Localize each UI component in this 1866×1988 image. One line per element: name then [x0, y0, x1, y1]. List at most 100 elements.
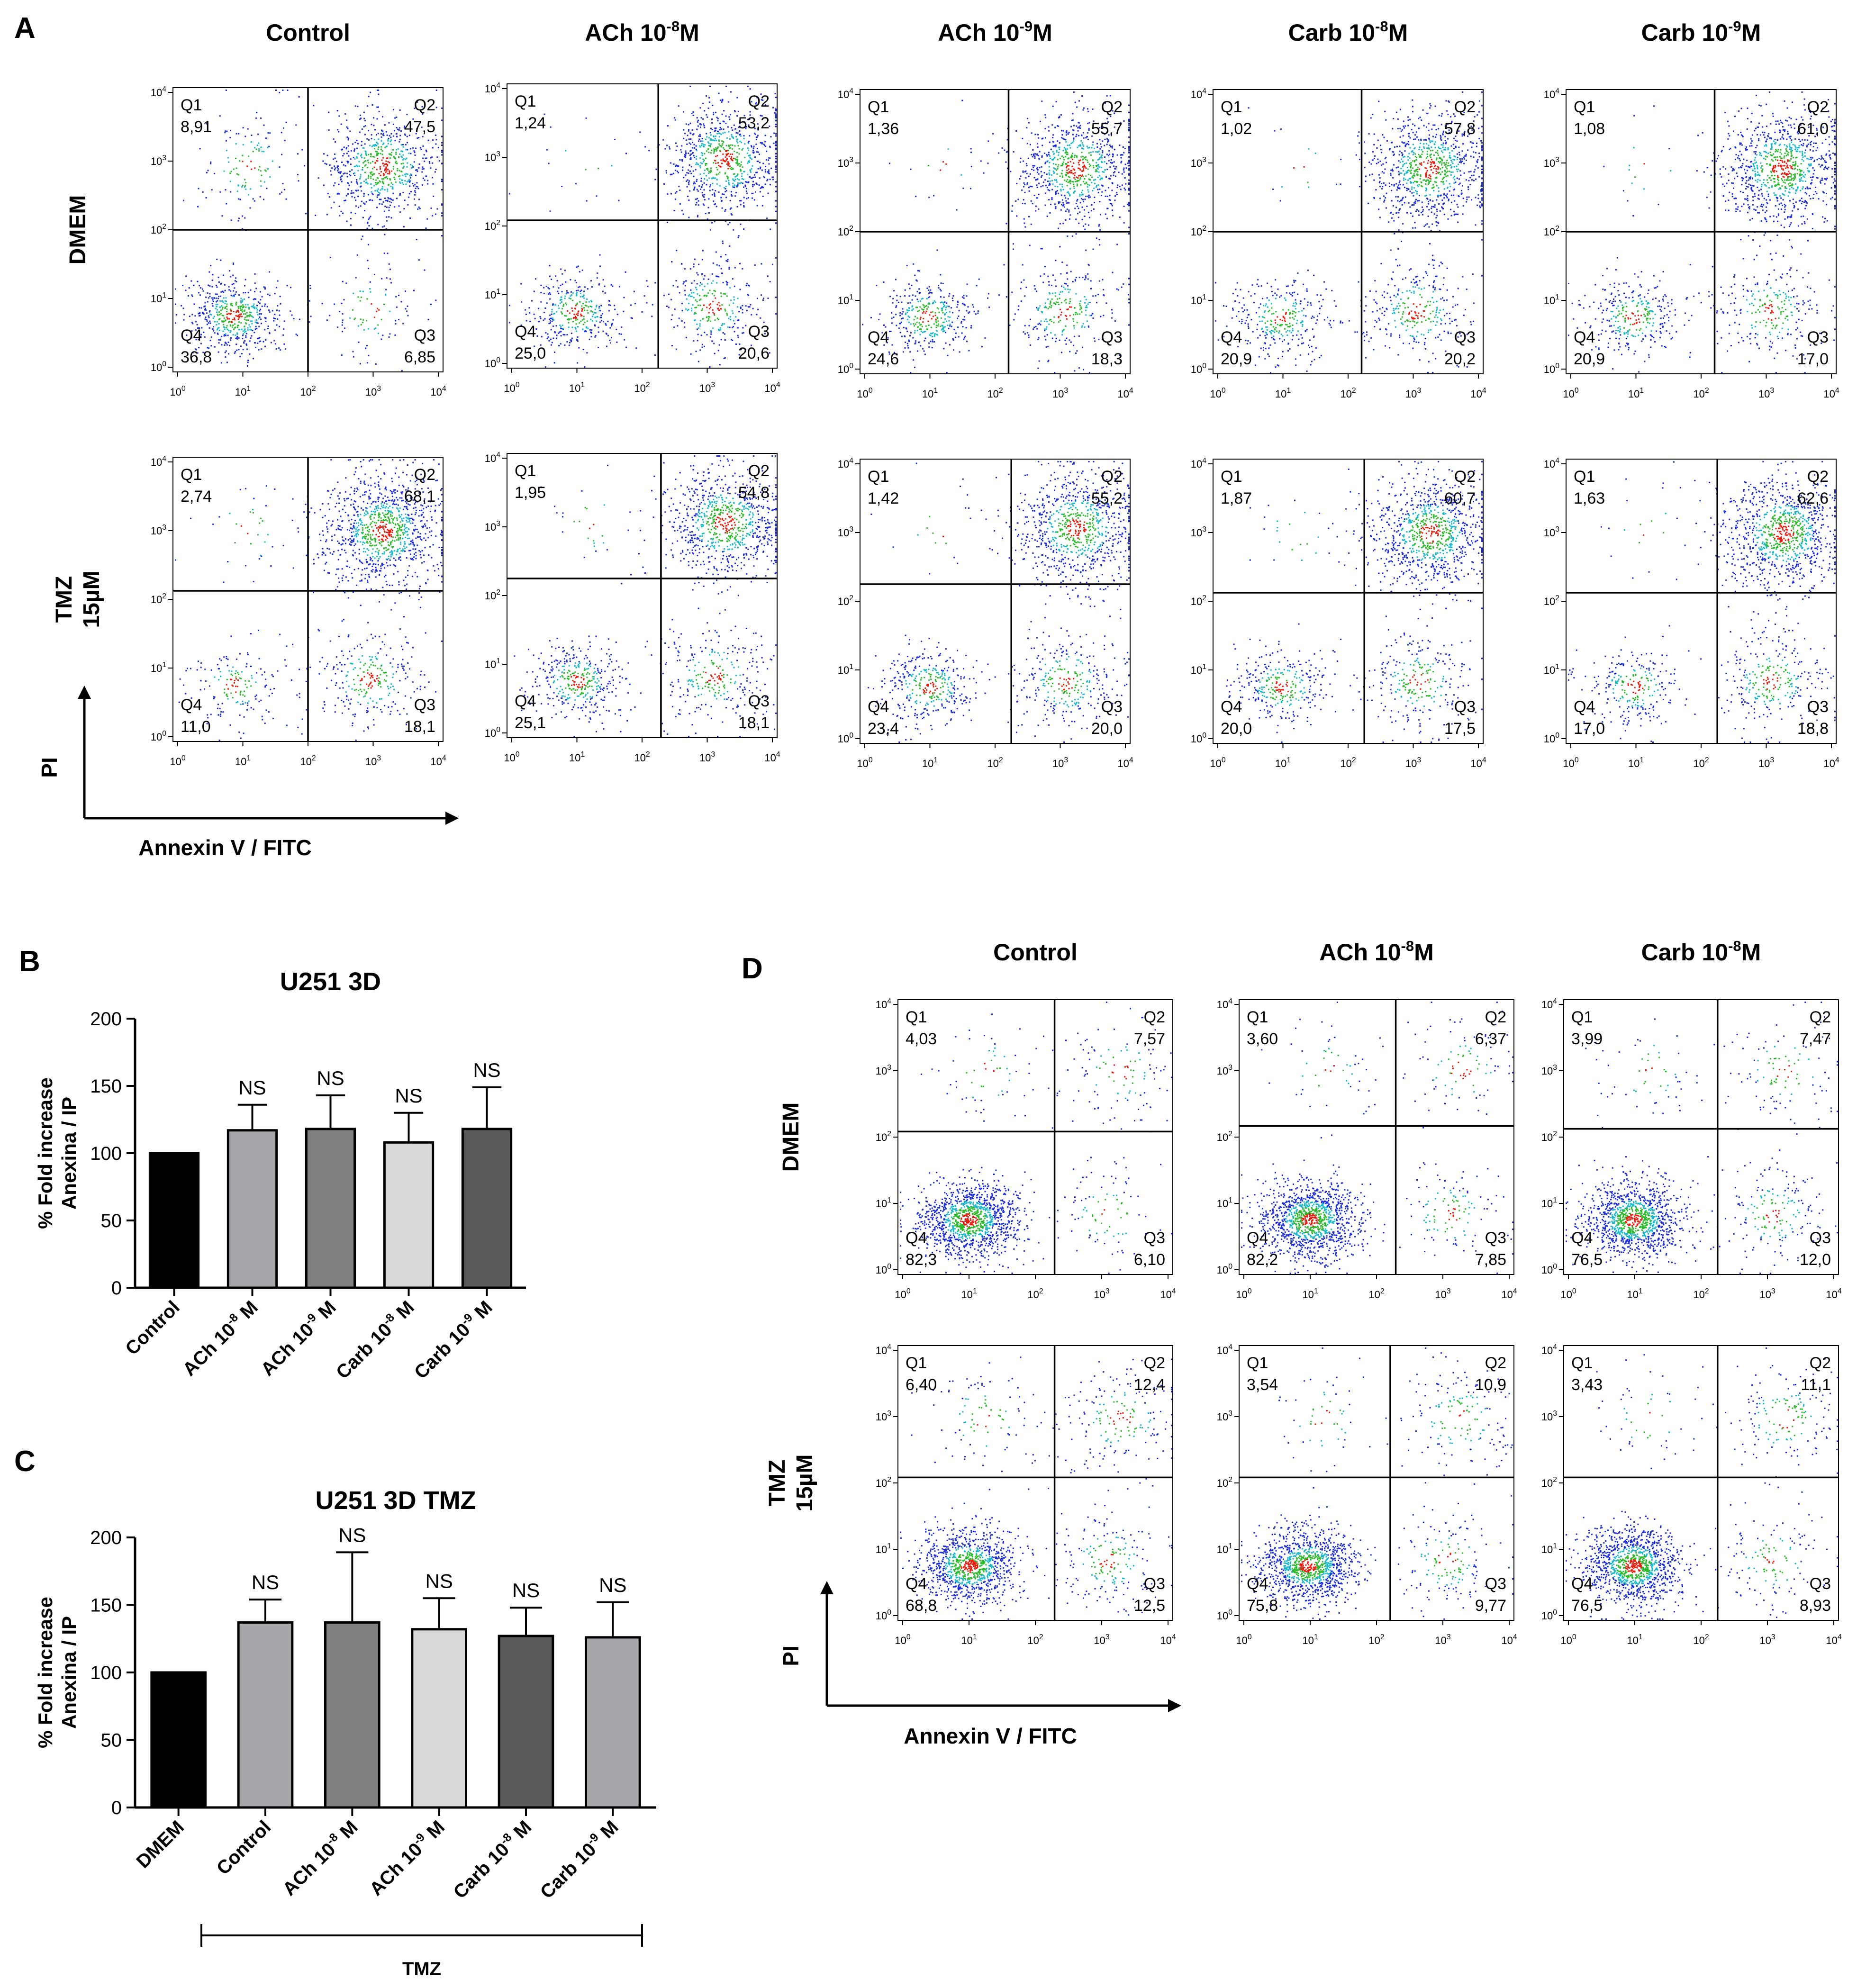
x-tick-label: 104	[1823, 387, 1839, 400]
y-tick-label: 100	[1217, 1608, 1232, 1622]
quadrant-label-q2: Q2	[1810, 1008, 1831, 1026]
y-tick-label: 103	[1544, 156, 1559, 169]
x-tick-label: 102	[1368, 1287, 1384, 1301]
x-tick-label: 103	[1052, 387, 1068, 400]
x-tick-label: 104	[1826, 1287, 1841, 1301]
quadrant-label-q1: Q1	[515, 92, 536, 110]
quadrant-label-q3: Q3	[1144, 1229, 1165, 1247]
category-label: Carb 10-8 M	[449, 1816, 535, 1903]
quadrant-value-q2: 55,7	[1091, 120, 1123, 138]
category-label-base: ACh 10	[279, 1839, 340, 1900]
x-tick-label: 102	[1027, 1287, 1043, 1301]
x-tick-label: 103	[1405, 756, 1421, 769]
y-tick-label: 50	[101, 1730, 122, 1751]
x-tick-label: 103	[1052, 756, 1068, 769]
x-tick-label: 100	[170, 385, 185, 398]
quadrant-label-q1: Q1	[1221, 98, 1242, 116]
flow-plot: Q11,02Q257,8Q420,9Q320,21001001011011021…	[1191, 87, 1486, 400]
category-label: ACh 10-8 M	[178, 1296, 262, 1380]
column-header-tail: M	[1741, 939, 1761, 966]
quadrant-label-q1: Q1	[1574, 468, 1595, 486]
quadrant-label-q3: Q3	[1101, 328, 1123, 346]
y-tick-label: 103	[1217, 1064, 1232, 1077]
quadrant-label-q3: Q3	[1454, 328, 1476, 346]
y-tick-label: 104	[485, 451, 500, 464]
y-tick-label: 104	[838, 87, 853, 100]
panel-letter: C	[14, 1445, 36, 1478]
y-tick-label: 103	[838, 156, 853, 169]
quadrant-label-q2: Q2	[748, 462, 770, 480]
y-tick-label: 104	[485, 81, 500, 95]
quadrant-label-q4: Q4	[868, 328, 889, 346]
bar	[228, 1130, 276, 1288]
y-tick-label: 104	[1191, 87, 1206, 100]
x-tick-label: 101	[922, 387, 938, 400]
significance-label: NS	[238, 1076, 266, 1099]
y-tick-label: 101	[838, 293, 853, 307]
quadrant-value-q1: 1,95	[515, 484, 546, 502]
category-label: ACh 10-9 M	[256, 1296, 340, 1380]
y-tick-label: 104	[838, 457, 853, 470]
plot-frame	[1213, 459, 1483, 743]
y-tick-label: 102	[151, 223, 166, 236]
column-header: ACh 10-8M	[585, 18, 699, 46]
quadrant-value-q3: 20,6	[738, 344, 770, 362]
x-tick-label: 103	[365, 385, 381, 398]
x-tick-label: 102	[1693, 1287, 1709, 1301]
plot-frame	[507, 84, 777, 368]
category-label-base: ACh 10	[365, 1839, 426, 1900]
x-tick-label: 102	[987, 387, 1003, 400]
x-tick-label: 104	[1160, 1633, 1176, 1646]
flow-plot: Q13,43Q211,1Q476,5Q38,931001001011011021…	[1541, 1343, 1842, 1646]
column-header-tail: M	[1741, 19, 1761, 46]
quadrant-value-q1: 1,36	[868, 120, 899, 138]
x-tick-label: 102	[634, 750, 650, 764]
category-label: Carb 10-9 M	[410, 1296, 497, 1383]
y-tick-label: 103	[1541, 1064, 1557, 1077]
quadrant-label-q1: Q1	[1571, 1008, 1593, 1026]
bar	[152, 1672, 206, 1807]
y-tick-label: 102	[838, 225, 853, 238]
quadrant-label-q1: Q1	[868, 98, 889, 116]
quadrant-value-q1: 1,08	[1574, 120, 1605, 138]
column-header-base: Control	[266, 19, 350, 46]
quadrant-label-q1: Q1	[906, 1354, 927, 1372]
row-label: DMEM	[779, 1102, 804, 1172]
quadrant-value-q1: 1,63	[1574, 489, 1605, 507]
quadrant-label-q3: Q3	[1485, 1229, 1506, 1247]
quadrant-value-q2: 7,57	[1134, 1030, 1165, 1048]
quadrant-label-q4: Q4	[1247, 1229, 1268, 1247]
significance-label: NS	[425, 1570, 453, 1592]
y-tick-label: 101	[1217, 1196, 1232, 1210]
quadrant-label-q4: Q4	[181, 696, 202, 714]
x-tick-label: 104	[430, 385, 446, 398]
column-header: Carb 10-8M	[1641, 938, 1761, 966]
quadrant-label-q4: Q4	[1571, 1575, 1593, 1593]
y-tick-label: 101	[151, 661, 166, 674]
quadrant-value-q1: 3,99	[1571, 1030, 1603, 1048]
quadrant-value-q3: 6,85	[404, 348, 435, 366]
quadrant-label-q4: Q4	[515, 323, 536, 341]
category-label: DMEM	[132, 1816, 188, 1872]
y-tick-label: 100	[1217, 1263, 1232, 1276]
column-header-exp: -8	[1401, 938, 1414, 954]
x-tick-label: 100	[857, 387, 872, 400]
y-tick-label: 102	[1544, 225, 1559, 238]
y-axis-arrowhead	[820, 1581, 833, 1594]
quadrant-value-q2: 6,37	[1475, 1030, 1506, 1048]
x-tick-label: 100	[1236, 1287, 1251, 1301]
flow-plot: Q11,08Q261,0Q420,9Q317,01001001011011021…	[1544, 87, 1839, 400]
quadrant-value-q2: 57,8	[1444, 120, 1476, 138]
x-tick-label: 101	[1627, 1287, 1642, 1301]
quadrant-value-q2: 10,9	[1475, 1376, 1506, 1394]
y-tick-label: 100	[1191, 732, 1206, 745]
x-tick-label: 101	[961, 1287, 977, 1301]
quadrant-value-q4: 36,8	[181, 348, 212, 366]
quadrant-label-q4: Q4	[1574, 698, 1595, 716]
quadrant-label-q4: Q4	[906, 1229, 927, 1247]
quadrant-value-q4: 75,8	[1247, 1597, 1278, 1615]
y-tick-label: 104	[1217, 1343, 1232, 1356]
x-tick-label: 100	[1210, 387, 1225, 400]
x-tick-label: 104	[1470, 387, 1486, 400]
y-tick-label: 104	[1544, 457, 1559, 470]
